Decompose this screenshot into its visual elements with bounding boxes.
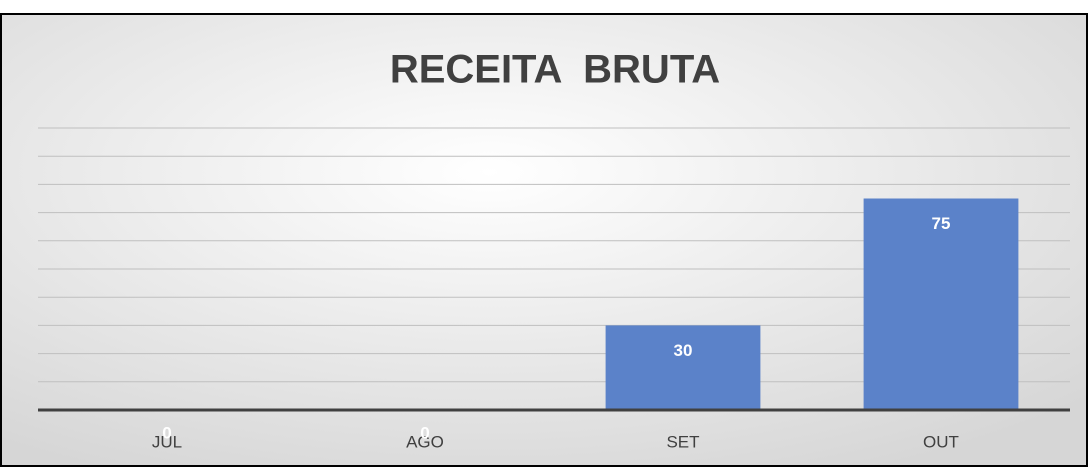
data-label: 0 — [162, 423, 171, 442]
x-tick-label: AGO — [406, 432, 444, 451]
bar — [863, 198, 1019, 410]
data-label: 30 — [674, 341, 693, 360]
data-label: 0 — [420, 423, 429, 442]
chart-title: RECEITA BRUTA — [390, 48, 720, 92]
x-tick-label: SET — [666, 432, 699, 451]
data-label: 75 — [932, 214, 951, 233]
x-tick-label: OUT — [923, 432, 959, 451]
bar — [605, 325, 761, 410]
x-tick-label: JUL — [152, 432, 182, 451]
